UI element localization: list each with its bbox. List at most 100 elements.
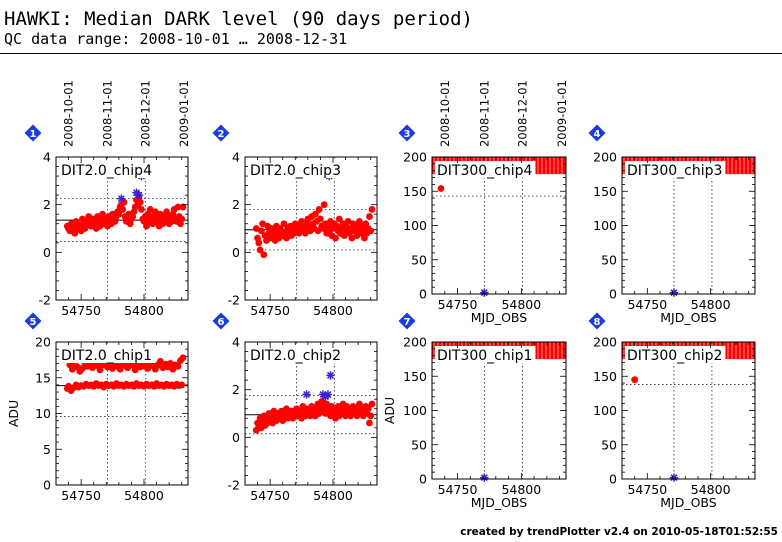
y-tick-label: 0 xyxy=(43,245,51,260)
date-tick-label: 2009-01-01 xyxy=(555,80,569,147)
y-tick-label: 5 xyxy=(43,442,51,457)
data-point xyxy=(255,239,263,247)
x-tick-label: 54750 xyxy=(61,303,101,318)
x-tick-label: 54800 xyxy=(124,488,164,503)
x-tick-label: 54800 xyxy=(124,303,164,318)
data-point xyxy=(256,246,264,254)
outlier-stroke xyxy=(303,390,311,398)
data-point xyxy=(366,419,373,427)
chart-panel-3: 3 DIT300_chip4 0 50 100 150 200 54750 54800MJD_O… xyxy=(398,80,569,325)
data-point xyxy=(131,366,139,374)
outlier-point xyxy=(669,288,679,297)
panel-label-bg xyxy=(435,161,536,178)
y-tick-label: 150 xyxy=(593,184,617,199)
data-point xyxy=(366,213,373,220)
y-tick-label: 4 xyxy=(43,150,51,165)
y-tick-label: 50 xyxy=(601,252,617,267)
y-tick-label: 200 xyxy=(593,335,617,350)
panel-label: DIT300_chip3 xyxy=(627,163,722,179)
data-point xyxy=(144,365,152,372)
y-tick-label: 0 xyxy=(609,472,617,487)
panel-badge-number: 5 xyxy=(30,317,37,328)
panel-label-bg xyxy=(625,346,726,363)
data-point xyxy=(332,234,339,242)
data-point xyxy=(631,376,639,384)
panel-badge-number: 4 xyxy=(594,129,601,140)
outlier-stroke xyxy=(324,390,332,398)
x-tick-label: 54750 xyxy=(250,303,290,318)
panel-label-bg xyxy=(248,346,344,363)
y-tick-label: 4 xyxy=(232,150,240,165)
data-point xyxy=(179,203,187,211)
outlier-point xyxy=(480,473,489,482)
y-tick-label: 100 xyxy=(403,403,427,418)
y-tick-label: 50 xyxy=(411,252,427,267)
outlier-point xyxy=(323,390,333,399)
y-tick-label: 2 xyxy=(232,382,240,397)
y-axis-label: ADU xyxy=(6,400,21,427)
badge-diamond-icon xyxy=(398,312,416,330)
y-tick-label: 200 xyxy=(403,150,427,165)
plot-frame xyxy=(55,156,189,301)
data-point xyxy=(317,215,324,223)
data-point xyxy=(174,203,182,211)
outlier-stroke xyxy=(117,195,125,203)
y-tick-label: 2 xyxy=(232,197,240,212)
outlier-point xyxy=(302,390,311,399)
outlier-stroke xyxy=(135,191,143,199)
panel-label: DIT2.0_chip1 xyxy=(61,348,152,364)
date-tick-label: 2008-12-01 xyxy=(138,80,152,147)
y-tick-label: 0 xyxy=(232,245,240,260)
data-point xyxy=(96,366,104,374)
outlier-point xyxy=(117,194,126,203)
panel-label: DIT300_chip2 xyxy=(627,348,722,364)
y-tick-label: 150 xyxy=(403,184,427,199)
data-point xyxy=(124,364,132,372)
data-point xyxy=(71,229,79,237)
x-tick-label: 54800 xyxy=(691,297,731,312)
data-point xyxy=(280,220,288,228)
outlier-stroke xyxy=(670,474,678,482)
y-tick-label: -2 xyxy=(39,293,51,308)
data-point xyxy=(179,354,187,362)
data-point xyxy=(178,381,186,389)
outlier-point xyxy=(134,190,144,200)
badge-diamond-icon xyxy=(588,124,606,142)
panel-label: DIT2.0_chip3 xyxy=(250,163,341,179)
data-point xyxy=(120,198,128,206)
x-tick-label: 54800 xyxy=(501,482,541,497)
data-point xyxy=(116,365,124,373)
y-tick-label: 200 xyxy=(593,150,617,165)
x-axis-label: MJD_OBS xyxy=(660,495,717,510)
x-tick-label: 54800 xyxy=(691,482,731,497)
data-point xyxy=(367,412,375,420)
chart-panel-5: 5 DIT2.0_chip1 0 5 10 15 20 54750 54800 ADU xyxy=(6,312,189,503)
date-tick-label: 2008-11-01 xyxy=(477,80,491,147)
panel-label-bg xyxy=(625,161,726,178)
y-tick-label: 0 xyxy=(43,478,51,493)
y-tick-label: 200 xyxy=(403,335,427,350)
chart-panel-1: 1 DIT2.0_chip4 -2 0 2 4 54750 54800 2008-10-01 20… xyxy=(24,80,191,318)
data-point xyxy=(119,206,127,213)
x-tick-label: 54750 xyxy=(61,488,101,503)
y-axis-label: ADU xyxy=(382,397,397,424)
x-axis-label: MJD_OBS xyxy=(471,310,528,325)
panel-badge-number: 6 xyxy=(218,317,225,328)
panel-label-bg xyxy=(59,346,155,363)
panel-label-bg xyxy=(435,346,536,363)
outlier-stroke xyxy=(670,289,678,297)
data-point xyxy=(367,227,375,235)
x-tick-label: 54800 xyxy=(313,303,353,318)
data-point xyxy=(178,215,186,223)
data-point xyxy=(335,215,343,223)
x-tick-label: 54750 xyxy=(250,488,290,503)
data-point xyxy=(136,198,144,206)
date-tick-label: 2009-01-01 xyxy=(177,80,191,147)
outlier-point xyxy=(326,371,335,380)
data-point xyxy=(257,227,265,235)
outlier-point xyxy=(669,473,679,482)
panel-badge-number: 3 xyxy=(404,129,411,140)
